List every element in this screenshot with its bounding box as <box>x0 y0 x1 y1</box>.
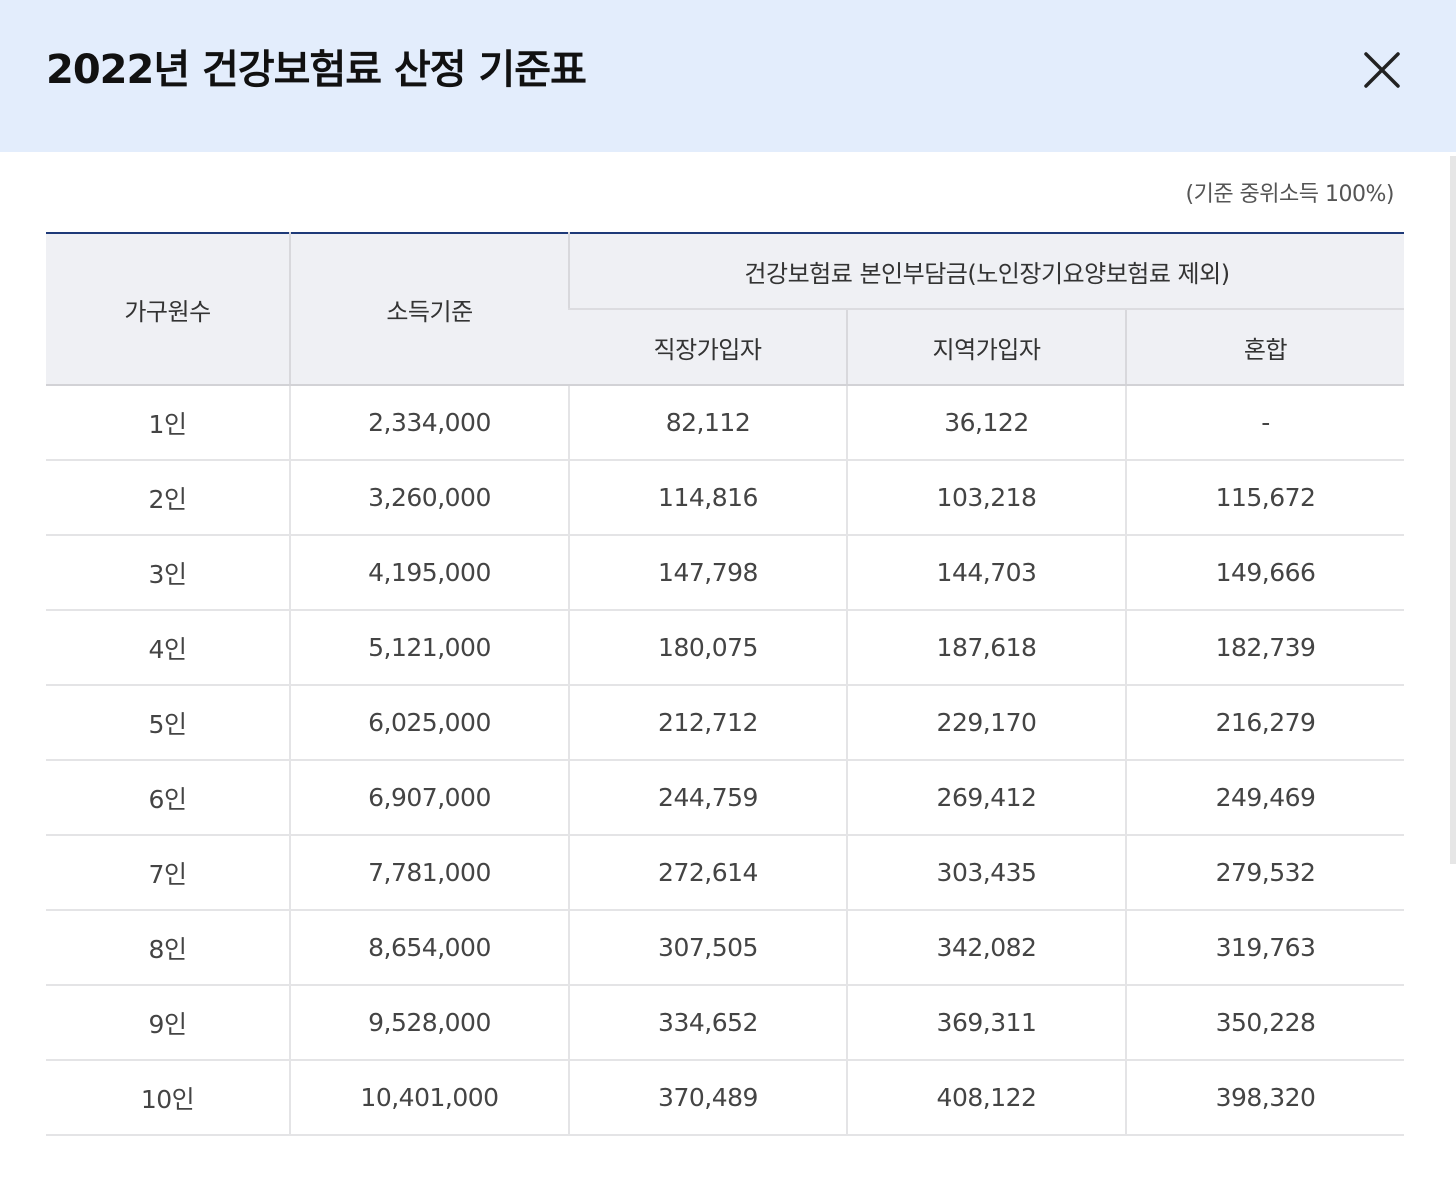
cell-income: 6,025,000 <box>289 685 569 761</box>
cell-income: 10,401,000 <box>289 1060 569 1136</box>
cell-mixed: 249,469 <box>1124 760 1405 836</box>
cell-regional: 408,122 <box>846 1060 1126 1136</box>
cell-income: 8,654,000 <box>289 910 569 986</box>
cell-mixed: 319,763 <box>1124 910 1405 986</box>
cell-workplace: 334,652 <box>568 985 847 1061</box>
cell-mixed: 182,739 <box>1124 610 1405 686</box>
cell-mixed: 279,532 <box>1124 835 1405 911</box>
cell-workplace: 307,505 <box>568 910 847 986</box>
cell-household: 4인 <box>46 610 290 686</box>
modal-header: 2022년 건강보험료 산정 기준표 <box>0 0 1456 152</box>
cell-household: 9인 <box>46 985 290 1061</box>
cell-workplace: 114,816 <box>568 460 847 536</box>
table-row: 9인 9,528,000 334,652 369,311 350,228 <box>46 985 1405 1061</box>
table-row: 6인 6,907,000 244,759 269,412 249,469 <box>46 760 1405 836</box>
cell-household: 1인 <box>46 385 290 461</box>
cell-mixed: 216,279 <box>1124 685 1405 761</box>
cell-regional: 103,218 <box>846 460 1126 536</box>
cell-regional: 269,412 <box>846 760 1126 836</box>
table-row: 5인 6,025,000 212,712 229,170 216,279 <box>46 685 1405 761</box>
cell-regional: 369,311 <box>846 985 1126 1061</box>
table-caption: (기준 중위소득 100%) <box>1185 182 1395 207</box>
table-row: 10인 10,401,000 370,489 408,122 398,320 <box>46 1060 1405 1136</box>
table-row: 2인 3,260,000 114,816 103,218 115,672 <box>46 460 1405 536</box>
cell-household: 5인 <box>46 685 290 761</box>
cell-workplace: 82,112 <box>568 385 847 461</box>
close-icon <box>1364 52 1400 88</box>
table-body: 1인 2,334,000 82,112 36,122-2인 3,260,000 114,8… <box>46 385 1405 1136</box>
cell-mixed: 350,228 <box>1124 985 1405 1061</box>
table-row: 1인 2,334,000 82,112 36,122- <box>46 385 1405 461</box>
cell-workplace: 180,075 <box>568 610 847 686</box>
cell-workplace: 147,798 <box>568 535 847 611</box>
cell-income: 5,121,000 <box>289 610 569 686</box>
table-row: 8인 8,654,000 307,505 342,082 319,763 <box>46 910 1405 986</box>
cell-mixed: 115,672 <box>1124 460 1405 536</box>
cell-income: 2,334,000 <box>289 385 569 461</box>
criteria-table-wrapper: 가구원수 소득기준 건강보험료 본인부담금(노인장기요양보험료 제외) 직장가입… <box>46 232 1405 1136</box>
header-mixed: 혼합 <box>1124 309 1405 386</box>
cell-regional: 303,435 <box>846 835 1126 911</box>
table-row: 3인 4,195,000 147,798 144,703 149,666 <box>46 535 1405 611</box>
table-header: 가구원수 소득기준 건강보험료 본인부담금(노인장기요양보험료 제외) 직장가입… <box>46 233 1405 386</box>
cell-household: 10인 <box>46 1060 290 1136</box>
cell-mixed: - <box>1124 385 1405 461</box>
header-household: 가구원수 <box>46 233 290 386</box>
cell-regional: 187,618 <box>846 610 1126 686</box>
header-premium-group: 건강보험료 본인부담금(노인장기요양보험료 제외) <box>567 233 1405 310</box>
header-workplace: 직장가입자 <box>569 309 847 386</box>
cell-income: 6,907,000 <box>289 760 569 836</box>
cell-household: 8인 <box>46 910 290 986</box>
cell-regional: 36,122 <box>846 385 1126 461</box>
header-regional: 지역가입자 <box>846 309 1126 386</box>
modal-title: 2022년 건강보험료 산정 기준표 <box>46 47 587 93</box>
cell-household: 3인 <box>46 535 290 611</box>
cell-workplace: 212,712 <box>568 685 847 761</box>
close-button[interactable] <box>1356 44 1408 96</box>
table-row: 4인 5,121,000 180,075 187,618 182,739 <box>46 610 1405 686</box>
cell-household: 6인 <box>46 760 290 836</box>
cell-regional: 342,082 <box>846 910 1126 986</box>
criteria-table: 가구원수 소득기준 건강보험료 본인부담금(노인장기요양보험료 제외) 직장가입… <box>46 232 1405 1136</box>
cell-income: 4,195,000 <box>289 535 569 611</box>
cell-regional: 144,703 <box>846 535 1126 611</box>
cell-mixed: 398,320 <box>1124 1060 1405 1136</box>
table-row: 7인 7,781,000 272,614 303,435 279,532 <box>46 835 1405 911</box>
cell-household: 2인 <box>46 460 290 536</box>
cell-income: 9,528,000 <box>289 985 569 1061</box>
header-income: 소득기준 <box>289 233 569 386</box>
cell-workplace: 272,614 <box>568 835 847 911</box>
cell-workplace: 244,759 <box>568 760 847 836</box>
cell-mixed: 149,666 <box>1124 535 1405 611</box>
cell-regional: 229,170 <box>846 685 1126 761</box>
cell-household: 7인 <box>46 835 290 911</box>
scrollbar[interactable] <box>1450 156 1456 864</box>
cell-income: 3,260,000 <box>289 460 569 536</box>
cell-income: 7,781,000 <box>289 835 569 911</box>
cell-workplace: 370,489 <box>568 1060 847 1136</box>
